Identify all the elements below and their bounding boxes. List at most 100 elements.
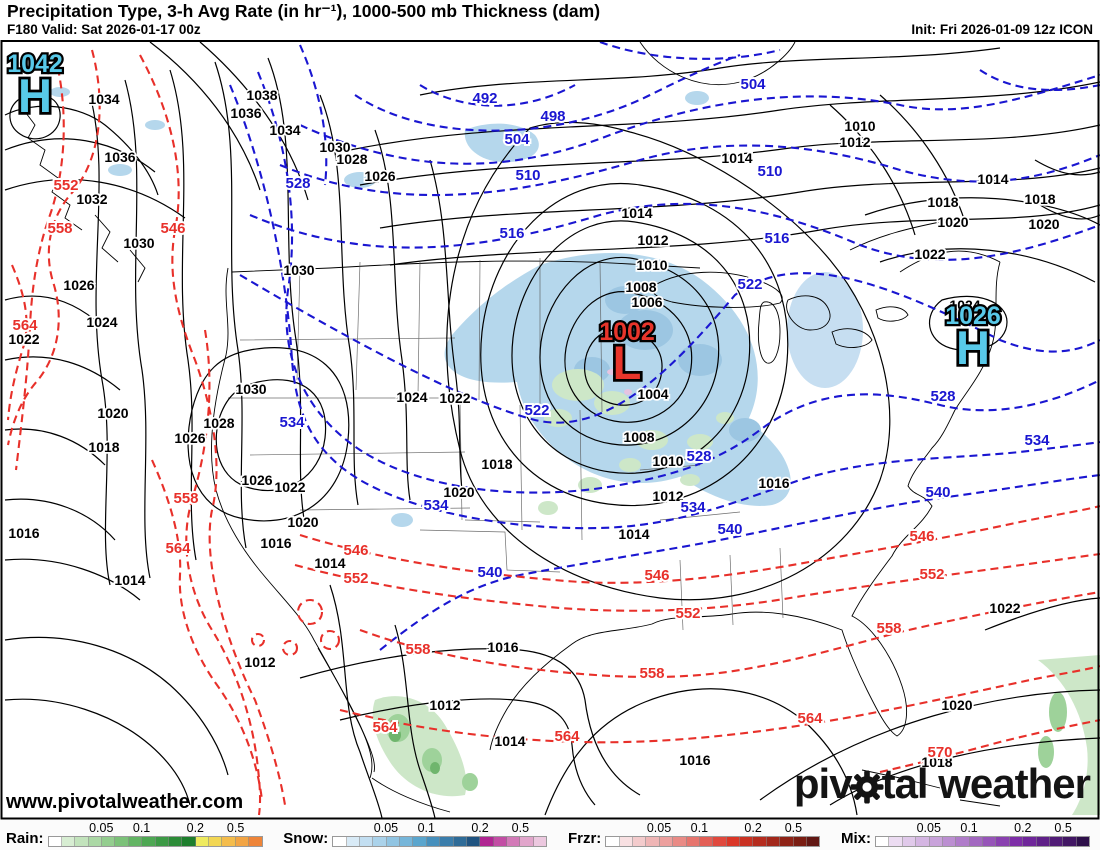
legend-cell [453,837,467,846]
pivotal-weather-logo: piv tal weather [794,760,1091,808]
legend-label: Snow: [283,830,329,847]
weather-chart-svg: 1034 103810361034103010281026103610321030… [0,40,1100,820]
thickness-contour-label-cold: 510 [757,163,782,180]
pressure-contour-label: 1014 [977,171,1008,187]
pressure-contour-label: 1026 [241,472,272,488]
thickness-contour-label-warm: 546 [644,567,669,584]
thickness-contour-label-warm: 564 [372,719,398,736]
thickness-contour-label-cold: 522 [524,402,549,419]
pressure-contour-label: 1036 [104,149,135,165]
page-title: Precipitation Type, 3-h Avg Rate (in hr⁻… [7,1,601,21]
thickness-contour-label-cold: 516 [764,230,789,247]
pressure-contour-label: 1006 [631,294,662,310]
pressure-contour-label: 1018 [88,439,119,455]
pressure-contour-label: 1012 [429,697,460,713]
legend-cell [726,837,741,846]
low-value-label: 1002 [599,318,655,346]
pressure-label-layer: 1034 103810361034103010281026103610321030… [7,85,1062,772]
legend-cell [713,837,727,846]
thickness-contour-label-warm: 552 [675,605,700,622]
pressure-contour-label: 1022 [989,600,1020,616]
thickness-contour-label-cold: 540 [717,521,742,538]
legend-tick-label: 0.5 [511,821,530,835]
legend-bar: 0.05 0.1 0.2 0.5 [875,821,1090,850]
thickness-contour-label-cold: 528 [285,175,310,192]
pressure-contour-label: 1038 [246,87,277,103]
legend-cell [507,837,521,846]
map-canvas[interactable]: 1034 1038 1036 1034 1030 1028 1026 1036 1032 1030… [0,40,1100,820]
pressure-contour-label: 1010 [844,118,875,134]
pressure-contour-label: 1024 [949,297,980,313]
legend-cell [740,837,754,846]
thickness-contour-label-warm: 558 [47,220,72,237]
legend-tick-label: 0.1 [132,821,151,835]
thickness-contours-warm [6,49,1100,816]
legend-cell [659,837,674,846]
thickness-contour-label-cold: 492 [472,90,497,107]
pressure-contour-label: 1032 [76,191,107,207]
pressure-contour-label: 1020 [941,697,972,713]
pressure-contour-label: 1030 [319,139,350,155]
pressure-contour-label: 1030 [235,381,266,397]
pressure-contour-label: 1030 [283,262,314,278]
thickness-contour-label-cold: 534 [423,497,449,514]
thickness-contour-label-warm: 570 [927,744,952,761]
legend-cell [61,837,76,846]
pressure-contour-label: 1026 [174,430,205,446]
pressure-contour-label: 1022 [274,479,305,495]
legend-cell [1063,837,1077,846]
pressure-contour-label: 1020 [1028,216,1059,232]
thickness-contour-label-cold: 534 [1024,432,1050,449]
legend-cell [673,837,687,846]
legend-cell [48,837,62,846]
thickness-contour-label-cold: 504 [504,131,530,148]
thickness-cold-label-layer: 492 498 504 504 510 510 516 516 522 522 528 528 528 5… [277,74,1052,583]
legend-label: Mix: [841,830,871,847]
pressure-contour-label: 1016 [758,475,789,491]
thickness-contour-label-warm: 546 [343,542,368,559]
legend-cell [128,837,143,846]
legend-label: Frzr: [567,830,602,847]
legend-cell [359,837,374,846]
valid-time-label: F180 Valid: Sat 2026-01-17 00z [7,22,201,37]
pressure-contour-label: 1012 [637,232,668,248]
pressure-contour-label: 1034 [88,91,119,107]
legend-cell [753,837,767,846]
pressure-contour-label: 1008 [625,279,656,295]
pressure-contour-label: 1024 [396,389,427,405]
pressure-contour-label: 1028 [203,415,234,431]
pressure-contour-label: 1018 [1024,191,1055,207]
pressure-contour-label: 1036 [230,105,261,121]
thickness-contour-label-cold: 498 [540,108,565,125]
legend-cell [426,837,441,846]
thickness-contour-label-warm: 552 [53,177,78,194]
thickness-contour-label-cold: 510 [515,167,540,184]
gear-icon [850,770,884,804]
pressure-contour-label: 1014 [114,572,145,588]
legend-tick-label: 0.2 [471,821,489,835]
legend-cell [646,837,660,846]
legend-cell [929,837,943,846]
state-borders [228,258,784,631]
pressure-contour-label: 1030 [123,235,154,251]
legend-cell [1076,837,1089,846]
high-marker: H [18,69,52,122]
pressure-contour-label: 1018 [927,194,958,210]
legend-colorbar [332,836,548,847]
pressure-contour-label: 1012 [839,134,870,150]
thickness-contour-label-cold: 540 [925,484,950,501]
pressure-contour-label: 1004 [637,386,668,402]
thickness-contour-label-warm: 558 [639,665,664,682]
legend-group: Snow: 0.05 0.1 0.2 0.5 [283,820,548,850]
thickness-contour-label-cold: 528 [930,388,955,405]
mslp-contours [4,41,1100,819]
legend-cell [222,837,236,846]
pressure-contour-label: 1028 [336,151,367,167]
thickness-contour-label-cold: 522 [737,276,762,293]
legend-cell [413,837,427,846]
rain-shading [372,369,1100,815]
legend-cell [520,837,534,846]
legend-bar: 0.05 0.1 0.2 0.5 [47,821,263,850]
